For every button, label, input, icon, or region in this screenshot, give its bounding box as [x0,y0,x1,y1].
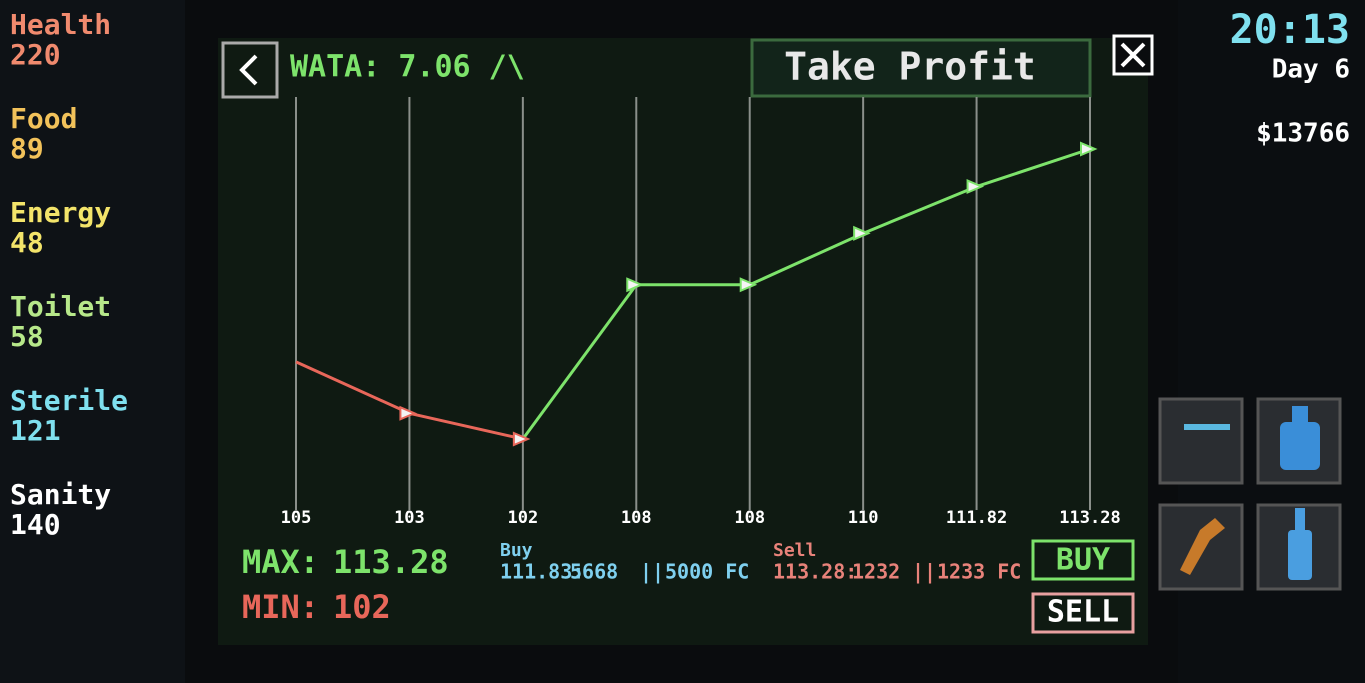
buy-label: Buy [500,540,533,561]
trade-panel [218,38,1148,645]
value-label: 103 [394,508,425,528]
item-icon [1292,406,1308,422]
buy-button-label: BUY [1056,543,1110,578]
item-icon [1288,530,1312,580]
money: $13766 [1256,119,1350,149]
item-icon [1184,424,1230,430]
price-point [853,225,871,241]
price-point [1080,141,1098,157]
stat-label: Sanity [10,478,111,511]
stat-value: 48 [10,226,44,259]
buy-button[interactable] [1031,539,1135,581]
take-profit-button[interactable] [750,38,1092,98]
value-label: 108 [734,508,765,528]
value-label: 102 [507,508,538,528]
min-value: 102 [333,588,391,626]
item-icon [1180,518,1225,575]
price-segment [521,283,638,440]
stat-value: 121 [10,414,61,447]
slot[interactable] [1158,397,1244,485]
sell-separator: || [912,560,936,584]
price-point [399,405,417,421]
price-point [512,431,531,447]
sell-button-label: SELL [1047,595,1119,630]
stat-label: Toilet [10,290,111,323]
price-point [626,277,644,293]
item-icon [1280,422,1320,470]
inventory [1158,397,1342,591]
sell-price: 113.28: [773,560,857,584]
stat-value: 220 [10,38,61,71]
price-chart: 105 103 102 108 108 110 111.82 113.28 [281,97,1121,528]
buy-separator: || [640,560,664,584]
max-label: MAX: [242,543,319,581]
stat-label: Energy [10,196,111,229]
value-label: 113.28 [1059,508,1120,528]
sell-label: Sell [773,540,816,561]
value-label: 105 [281,508,312,528]
sell-fc: 1233 FC [937,560,1021,584]
price-segment [409,411,524,441]
buy-amount: 5668 [570,560,618,584]
close-icon [1120,42,1146,68]
item-icon [1295,508,1305,532]
sell-amount: 1232 [852,560,900,584]
max-value: 113.28 [333,543,449,581]
clock-time: 20:13 [1230,7,1350,53]
price-segment [295,360,411,415]
buy-price: 111.83: [500,560,584,584]
min-label: MIN: [242,588,319,626]
value-label: 108 [621,508,652,528]
price-point [739,277,758,293]
ticker: WATA: 7.06 /\ [290,50,525,85]
stat-value: 140 [10,508,61,541]
value-label: 111.82 [946,508,1007,528]
stat-value: 58 [10,320,44,353]
stat-value: 89 [10,132,44,165]
stats-panel [0,0,185,683]
back-button[interactable] [221,41,279,99]
price-point [966,179,985,195]
take-profit-label: Take Profit [784,45,1036,89]
price-segment [976,147,1091,188]
buy-fc: 5000 FC [665,560,749,584]
price-segment [749,231,864,287]
value-label: 110 [848,508,879,528]
stat-label: Health [10,8,111,41]
stat-label: Sterile [10,384,128,417]
sell-button[interactable] [1031,592,1135,634]
clock-day: Day 6 [1272,55,1350,85]
price-segment [862,185,978,235]
stat-label: Food [10,102,77,135]
back-icon [239,54,258,86]
